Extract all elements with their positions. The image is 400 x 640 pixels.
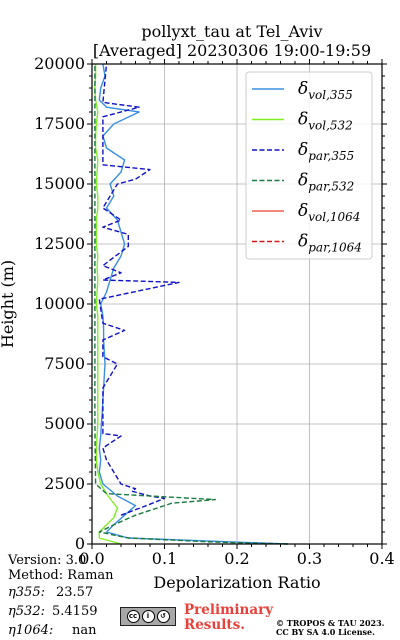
cc-license-logo: cc i ↺ <box>120 607 176 626</box>
preliminary-line-2: Results. <box>184 617 245 633</box>
y-tick-label: 17500 <box>34 114 85 133</box>
eta1064-value: nan <box>72 623 97 638</box>
copyright-notice: © TROPOS & TAU 2023. CC BY SA 4.0 Licens… <box>276 619 384 637</box>
x-tick-label: 0.1 <box>152 549 177 568</box>
legend-label-vol-1064: δvol,1064 <box>298 201 360 224</box>
chart-title-line-1: pollyxt_tau at Tel_Aviv <box>141 22 323 41</box>
y-tick-label: 7500 <box>44 354 85 373</box>
legend-label-par-1064: δpar,1064 <box>298 232 362 255</box>
y-tick-label: 0 <box>75 534 85 553</box>
series-line-par-532 <box>94 64 288 545</box>
sa-icon: ↺ <box>156 610 170 623</box>
cc-icon: cc <box>126 610 140 623</box>
legend-label-vol-532: δvol,532 <box>298 110 353 133</box>
eta355-label: η355: <box>8 585 45 600</box>
eta355-row: η355: 23.57 <box>8 585 93 600</box>
eta532-value: 5.4159 <box>52 604 98 619</box>
eta355-value: 23.57 <box>56 585 94 600</box>
chart-title-line-2: [Averaged] 20230306 19:00-19:59 <box>92 41 372 60</box>
x-tick-label: 0.2 <box>224 549 249 568</box>
preliminary-line-1: Preliminary <box>184 602 274 618</box>
series-line-vol-532 <box>94 64 122 545</box>
y-tick-label: 15000 <box>34 174 85 193</box>
x-tick-label: 0.0 <box>79 549 104 568</box>
y-tick-label: 5000 <box>44 414 85 433</box>
y-tick-label: 20000 <box>34 54 85 73</box>
y-tick-label: 12500 <box>34 234 85 253</box>
y-axis-label: Height (m) <box>0 260 17 348</box>
legend-label-vol-355: δvol,355 <box>298 79 353 102</box>
y-tick-label: 10000 <box>34 294 85 313</box>
eta532-row: η532: 5.4159 <box>8 604 98 619</box>
x-tick-label: 0.4 <box>369 549 394 568</box>
legend-label-par-532: δpar,532 <box>298 171 354 194</box>
by-icon: i <box>141 610 155 623</box>
eta532-label: η532: <box>8 604 45 619</box>
copyright-line-1: © TROPOS & TAU 2023. <box>276 618 385 628</box>
copyright-line-2: CC BY SA 4.0 License. <box>276 627 375 637</box>
y-tick-label: 2500 <box>44 474 85 493</box>
legend-label-par-355: δpar,355 <box>298 140 354 163</box>
series-line-vol-355 <box>98 63 288 545</box>
preliminary-notice: Preliminary Results. <box>184 603 273 633</box>
x-tick-label: 0.3 <box>297 549 322 568</box>
eta1064-row: η1064: nan <box>8 623 97 638</box>
eta1064-label: η1064: <box>8 623 54 638</box>
series-line-par-355 <box>98 63 180 516</box>
x-axis-label: Depolarization Ratio <box>153 573 320 592</box>
method-text: Method: Raman <box>8 568 114 583</box>
version-text: Version: 3.0 <box>8 553 87 568</box>
